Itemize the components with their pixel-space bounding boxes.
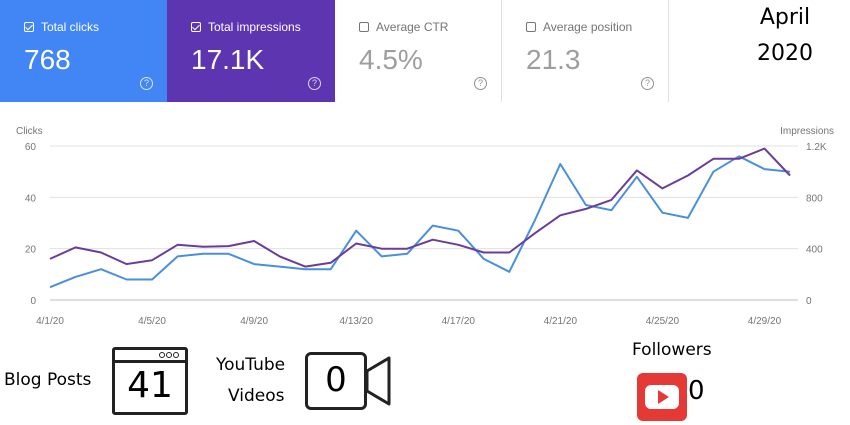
camera-lens-icon — [365, 356, 391, 406]
window-dot — [159, 352, 165, 358]
checkbox-unchecked-icon[interactable] — [359, 22, 369, 32]
card-header: Average CTR — [359, 20, 501, 34]
x-tick-label: 4/29/20 — [748, 316, 782, 327]
play-icon — [658, 390, 669, 404]
x-tick-label: 4/1/20 — [36, 316, 64, 327]
youtube-label-line2: Videos — [228, 386, 285, 406]
card-label: Total clicks — [41, 20, 100, 34]
card-label: Average position — [543, 20, 633, 34]
right-tick-label: 400 — [806, 245, 823, 256]
left-tick-label: 60 — [25, 142, 37, 153]
checkbox-unchecked-icon[interactable] — [526, 22, 536, 32]
metric-cards: Total clicks 768 ? Total impressions 17.… — [0, 0, 669, 102]
x-tick-label: 4/5/20 — [138, 316, 166, 327]
card-header: Total impressions — [191, 20, 335, 34]
card-value: 4.5% — [359, 44, 423, 75]
series-line-clicks — [49, 155, 791, 289]
x-tick-label: 4/13/20 — [340, 316, 374, 327]
help-icon[interactable]: ? — [140, 77, 153, 90]
average-position-card[interactable]: Average position 21.3 ? — [502, 0, 669, 102]
card-value: 768 — [24, 44, 71, 75]
month-year: 2020 — [757, 41, 813, 66]
left-tick-label: 0 — [30, 296, 36, 307]
youtube-label-line1: YouTube — [216, 355, 286, 375]
card-label: Total impressions — [208, 20, 301, 34]
series-line-impressions — [49, 147, 791, 268]
youtube-logo-inner — [645, 385, 679, 409]
right-axis-label: Impressions — [780, 126, 834, 137]
window-dot — [173, 352, 179, 358]
left-axis-label: Clicks — [16, 126, 43, 137]
total-impressions-card[interactable]: Total impressions 17.1K ? — [167, 0, 335, 102]
card-label: Average CTR — [376, 20, 449, 34]
right-tick-label: 800 — [806, 193, 823, 204]
right-tick-label: 0 — [806, 296, 812, 307]
youtube-logo-icon — [637, 373, 687, 421]
month-name: April — [759, 5, 811, 30]
checkbox-checked-icon[interactable] — [24, 22, 34, 32]
help-icon[interactable]: ? — [308, 77, 321, 90]
card-value: 17.1K — [191, 44, 265, 75]
window-dot — [166, 352, 172, 358]
help-icon[interactable]: ? — [474, 77, 487, 90]
x-tick-label: 4/21/20 — [544, 316, 578, 327]
month-label: April 2020 — [740, 0, 830, 72]
card-header: Total clicks — [24, 20, 167, 34]
total-clicks-card[interactable]: Total clicks 768 ? — [0, 0, 167, 102]
x-tick-label: 4/17/20 — [442, 316, 476, 327]
youtube-videos-count: 0 — [325, 360, 347, 400]
browser-window-bar — [115, 350, 185, 363]
browser-window-icon: 41 — [112, 347, 188, 415]
x-tick-label: 4/25/20 — [646, 316, 680, 327]
card-value: 21.3 — [526, 44, 581, 75]
video-camera-icon: 0 — [305, 352, 367, 410]
blog-posts-count: 41 — [127, 365, 173, 406]
blog-posts-label: Blog Posts — [4, 370, 92, 390]
left-tick-label: 40 — [25, 193, 37, 204]
right-tick-label: 1.2K — [806, 142, 827, 153]
card-header: Average position — [526, 20, 668, 34]
help-icon[interactable]: ? — [641, 77, 654, 90]
left-tick-label: 20 — [25, 245, 37, 256]
x-tick-label: 4/9/20 — [240, 316, 268, 327]
average-ctr-card[interactable]: Average CTR 4.5% ? — [335, 0, 502, 102]
followers-count: 0 — [688, 376, 705, 406]
followers-label: Followers — [632, 340, 712, 360]
checkbox-checked-icon[interactable] — [191, 22, 201, 32]
performance-chart: Clicks Impressions 0 0 20 400 40 800 60 1.2K 4/1/2… — [16, 126, 834, 327]
